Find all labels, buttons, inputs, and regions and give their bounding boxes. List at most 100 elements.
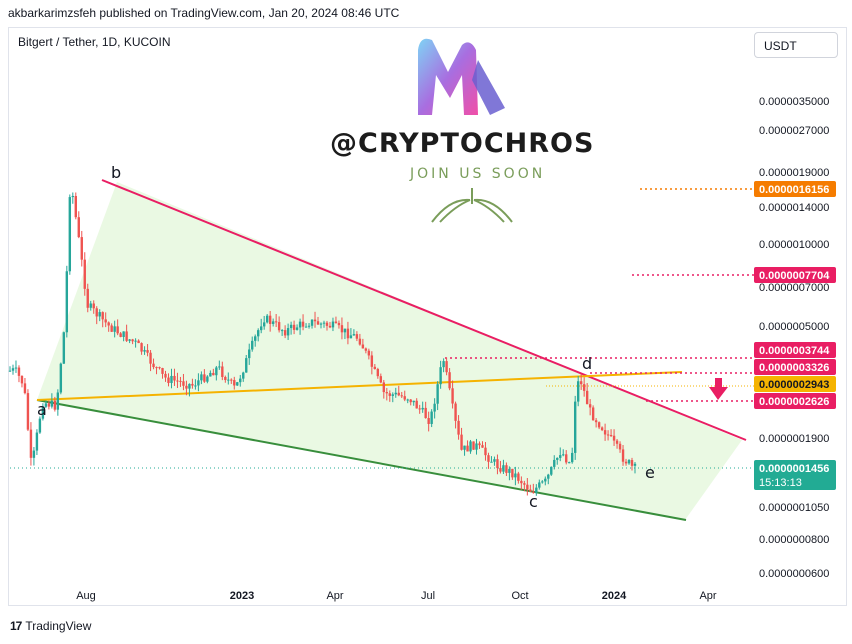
candle — [469, 439, 472, 454]
svg-text:0.0000002943: 0.0000002943 — [759, 379, 829, 391]
candle — [56, 389, 60, 416]
watermark-handle: @CRYPTOCHROS — [330, 128, 595, 159]
candle — [385, 387, 388, 401]
y-tick-label: 0.0000014000 — [759, 202, 829, 214]
candle — [89, 300, 92, 311]
price-badge: 0.0000003326 — [754, 359, 836, 375]
y-tick-label: 0.0000001900 — [759, 433, 829, 445]
candle — [236, 381, 239, 386]
y-axis[interactable]: 0.0000035000 0.0000027000 0.0000019000 0.00… — [759, 96, 829, 580]
x-tick-label: Aug — [76, 590, 96, 602]
candle — [562, 449, 565, 457]
candle — [239, 374, 242, 387]
candle — [439, 360, 442, 389]
candle — [77, 211, 80, 239]
candle — [280, 329, 284, 336]
candle — [23, 377, 27, 395]
candle — [152, 358, 155, 370]
candle — [131, 338, 134, 345]
candle — [511, 468, 514, 480]
x-axis[interactable]: Aug 2023 Apr Jul Oct 2024 Apr — [76, 590, 717, 602]
price-badge: 0.0000016156 — [754, 181, 836, 197]
candle — [355, 331, 359, 342]
y-tick-label: 0.0000000800 — [759, 534, 829, 546]
candle — [373, 363, 377, 370]
candle — [597, 421, 601, 430]
candle — [310, 319, 314, 329]
candle — [164, 370, 167, 382]
svg-text:0.0000003744: 0.0000003744 — [759, 345, 830, 357]
candle — [149, 350, 152, 372]
down-arrow-icon — [709, 378, 728, 400]
candle — [182, 373, 185, 391]
candle — [38, 416, 42, 434]
wings-icon — [431, 188, 513, 223]
candle — [86, 283, 89, 313]
candle — [565, 450, 568, 465]
candle — [203, 369, 206, 383]
candle — [11, 364, 15, 375]
candle — [582, 377, 586, 397]
candle — [313, 311, 317, 328]
cryptochros-logo — [418, 38, 505, 115]
candle — [29, 422, 33, 466]
candle — [319, 322, 323, 329]
candle — [122, 331, 125, 342]
y-tick-label: 0.0000005000 — [759, 321, 829, 333]
candle — [143, 346, 146, 355]
candle — [621, 444, 625, 466]
candle — [430, 409, 433, 428]
candle — [206, 375, 209, 384]
candle — [352, 329, 356, 336]
candle — [553, 455, 556, 470]
candle — [20, 375, 24, 388]
candle — [47, 400, 51, 410]
candle — [71, 192, 74, 204]
candle — [460, 427, 463, 451]
candle — [289, 321, 293, 335]
candle — [544, 476, 547, 486]
candle — [185, 380, 188, 396]
candle — [283, 325, 287, 339]
x-tick-label: Oct — [511, 590, 528, 602]
x-tick-label: Apr — [326, 590, 343, 602]
candle — [251, 336, 254, 352]
candle — [328, 321, 332, 329]
candle — [340, 317, 344, 340]
candle — [379, 373, 383, 384]
candle — [176, 372, 179, 389]
candle — [137, 339, 140, 344]
candle — [83, 252, 86, 296]
candle — [107, 321, 110, 332]
candle — [200, 371, 203, 385]
candle — [451, 380, 454, 409]
candle — [179, 376, 182, 387]
price-badge: 0.0000007704 — [754, 267, 836, 283]
candle — [588, 399, 592, 416]
watermark-subtitle: JOIN US SOON — [410, 166, 546, 182]
candle — [406, 398, 409, 404]
candle — [104, 312, 107, 328]
candle — [286, 323, 290, 340]
currency-button[interactable]: USDT — [754, 32, 838, 58]
triangle-fill — [37, 182, 742, 520]
price-badge: 0.0000002626 — [754, 393, 836, 409]
svg-text:0.0000002626: 0.0000002626 — [759, 396, 829, 408]
last-price-badge: 0.0000001456 15:13:13 — [754, 460, 836, 490]
x-tick-label: 2024 — [602, 590, 627, 602]
candle — [140, 342, 143, 355]
candle — [26, 389, 30, 432]
candle — [301, 314, 305, 331]
candle — [343, 328, 347, 340]
candle — [591, 405, 595, 421]
candle — [233, 376, 236, 390]
candle — [212, 368, 215, 376]
tradingview-footer[interactable]: 17 TradingView — [10, 619, 91, 633]
candle — [508, 466, 511, 481]
candle — [630, 457, 634, 471]
y-tick-label: 0.0000001050 — [759, 502, 829, 514]
chart-frame — [8, 27, 847, 606]
candle — [325, 320, 329, 331]
candle — [215, 365, 218, 381]
